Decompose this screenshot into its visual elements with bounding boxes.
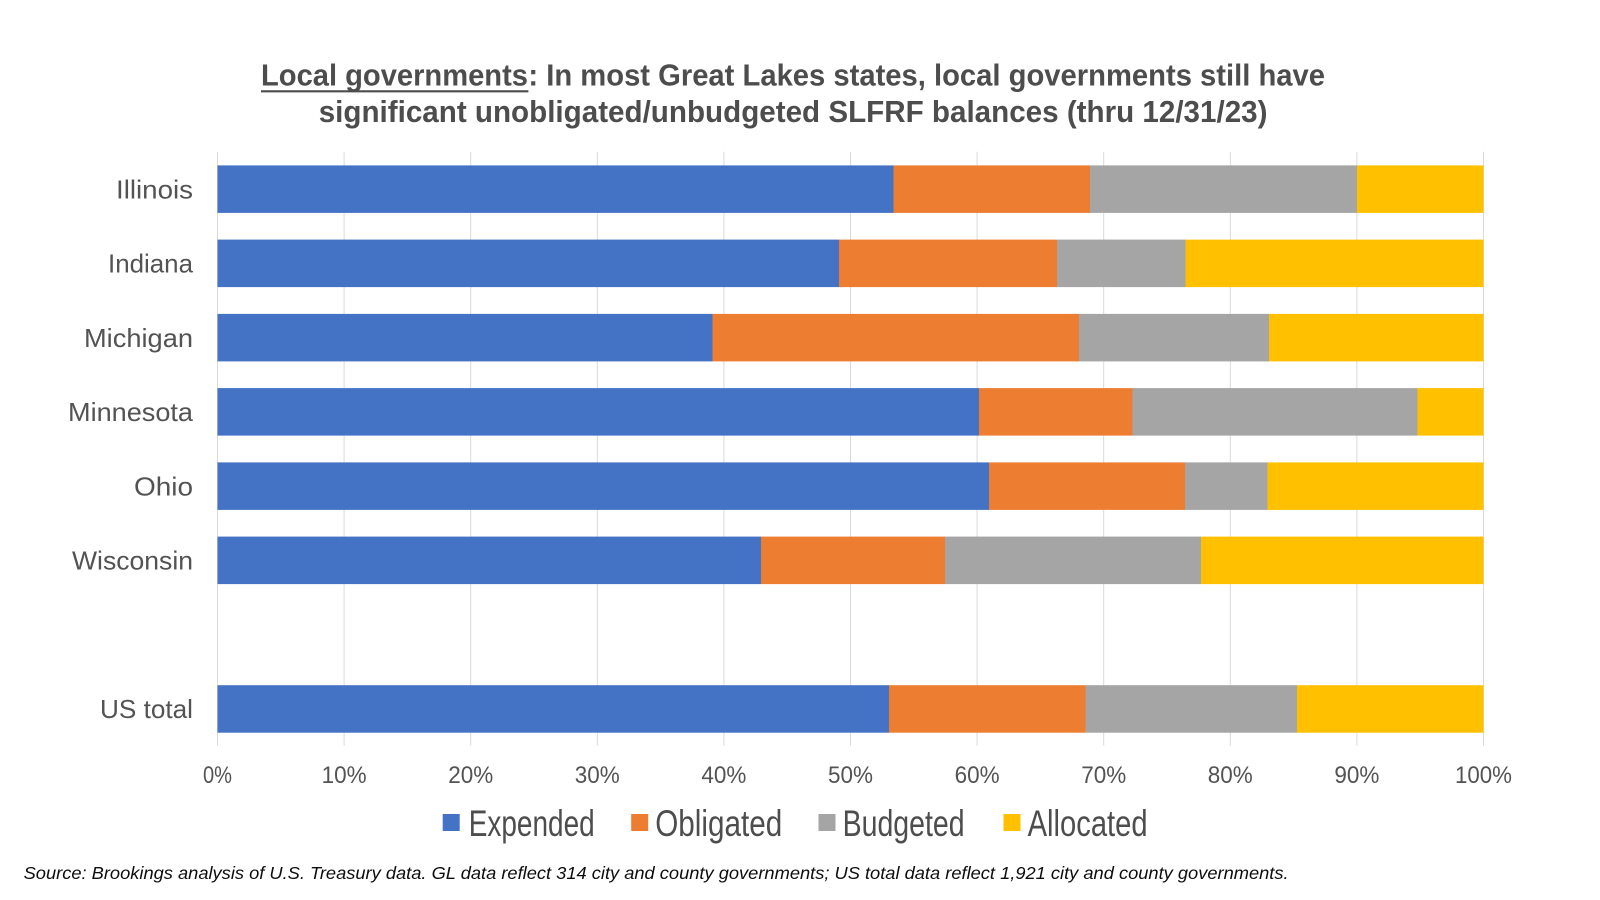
- svg-text:0%: 0%: [203, 762, 232, 789]
- svg-text:Minnesota: Minnesota: [68, 397, 194, 427]
- svg-text:Expended: Expended: [469, 803, 595, 844]
- svg-text:Obligated: Obligated: [655, 803, 782, 844]
- svg-text:Illinois: Illinois: [116, 175, 193, 205]
- svg-text:Ohio: Ohio: [134, 471, 193, 501]
- svg-text:significant unobligated/unbudg: significant unobligated/unbudgeted SLFRF…: [319, 94, 1268, 129]
- svg-text:10%: 10%: [322, 762, 367, 789]
- svg-text:90%: 90%: [1334, 762, 1379, 789]
- svg-text:60%: 60%: [955, 762, 1000, 789]
- svg-text:30%: 30%: [575, 762, 620, 789]
- svg-text:40%: 40%: [701, 762, 746, 789]
- svg-text:Allocated: Allocated: [1028, 803, 1148, 844]
- svg-text:50%: 50%: [828, 762, 873, 789]
- svg-text:80%: 80%: [1208, 762, 1253, 789]
- svg-text:: In most Great Lakes states,: : In most Great Lakes states, local gove…: [528, 57, 1325, 92]
- svg-text:70%: 70%: [1081, 762, 1126, 789]
- svg-text:Local governments: Local governments: [261, 57, 528, 92]
- svg-text:Source: Brookings analysis of: Source: Brookings analysis of U.S. Treas…: [24, 863, 1289, 883]
- svg-text:Wisconsin: Wisconsin: [72, 546, 193, 576]
- svg-text:Budgeted: Budgeted: [843, 803, 965, 844]
- svg-text:Indiana: Indiana: [108, 249, 194, 279]
- svg-text:20%: 20%: [448, 762, 493, 789]
- svg-text:Michigan: Michigan: [84, 323, 193, 353]
- svg-text:100%: 100%: [1455, 762, 1512, 789]
- svg-text:US total: US total: [100, 694, 193, 724]
